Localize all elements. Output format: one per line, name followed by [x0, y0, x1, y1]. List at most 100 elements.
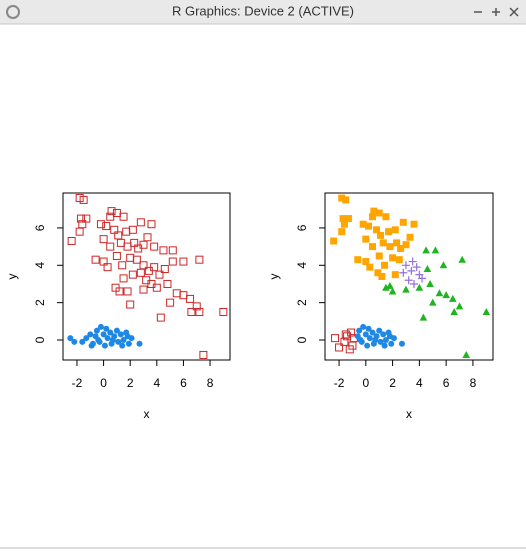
point	[163, 279, 172, 288]
point	[166, 298, 175, 307]
point	[449, 294, 457, 302]
point	[186, 294, 195, 303]
point	[402, 241, 410, 249]
point	[136, 340, 143, 347]
x-tick-label: 8	[207, 376, 214, 390]
point	[128, 225, 137, 234]
point	[385, 228, 393, 236]
point	[132, 255, 141, 264]
point	[179, 257, 188, 266]
x-tick-label: -2	[72, 376, 83, 390]
point	[377, 338, 384, 345]
point	[97, 323, 104, 330]
x-axis-label: x	[406, 407, 412, 421]
point	[408, 257, 417, 266]
point	[116, 238, 125, 247]
x-tick-label: 2	[389, 376, 396, 390]
point	[418, 274, 427, 283]
point	[150, 242, 159, 251]
point	[345, 345, 354, 354]
point	[462, 350, 471, 358]
point	[410, 220, 418, 228]
point	[365, 325, 372, 332]
point	[195, 307, 204, 316]
point	[395, 256, 403, 264]
point	[122, 227, 131, 236]
point	[120, 337, 127, 344]
point	[370, 207, 378, 215]
point	[159, 246, 168, 255]
point	[123, 287, 132, 296]
point	[75, 227, 84, 236]
point	[100, 331, 107, 338]
point	[379, 239, 387, 247]
point	[199, 350, 208, 359]
point	[341, 330, 350, 339]
point	[172, 289, 181, 298]
point	[106, 242, 115, 251]
point	[103, 263, 112, 272]
point	[375, 252, 383, 260]
y-tick-label: 2	[33, 299, 47, 306]
point	[374, 269, 382, 277]
plot-box	[62, 192, 231, 361]
point	[404, 276, 413, 285]
point	[402, 285, 410, 293]
point	[419, 313, 428, 321]
point	[382, 283, 390, 291]
point	[123, 242, 132, 251]
point	[365, 222, 373, 230]
point	[344, 215, 352, 223]
point	[359, 220, 367, 228]
point	[150, 263, 159, 272]
point	[139, 285, 148, 294]
point	[442, 291, 450, 299]
title-bar	[0, 0, 526, 24]
point	[192, 302, 201, 311]
point	[428, 298, 437, 306]
point	[381, 342, 388, 349]
point	[87, 331, 94, 338]
point	[369, 213, 377, 221]
point	[160, 265, 169, 274]
point	[340, 220, 348, 228]
point	[156, 313, 165, 322]
point	[455, 302, 464, 310]
point	[399, 268, 408, 277]
point	[125, 340, 132, 347]
point	[391, 226, 399, 234]
point	[109, 337, 116, 344]
point	[111, 283, 120, 292]
close-button[interactable]	[509, 7, 519, 17]
point	[410, 279, 419, 288]
point	[407, 266, 416, 275]
point	[356, 327, 363, 334]
point	[82, 214, 91, 223]
y-tick-label: 0	[33, 336, 47, 343]
plot-box	[324, 192, 494, 361]
point	[118, 261, 127, 270]
point	[354, 256, 362, 264]
point	[364, 342, 371, 349]
point	[335, 343, 344, 352]
point	[128, 270, 137, 279]
y-tick-label: 4	[33, 262, 47, 269]
point	[93, 327, 100, 334]
point	[393, 239, 401, 247]
maximize-button[interactable]	[492, 8, 500, 16]
point	[119, 212, 128, 221]
y-tick-label: 4	[295, 262, 309, 269]
point	[112, 208, 121, 217]
x-axis-label: x	[144, 407, 150, 421]
point	[76, 214, 85, 223]
point	[380, 331, 387, 338]
x-tick-label: 8	[470, 376, 477, 390]
point	[339, 215, 347, 223]
point	[136, 268, 145, 277]
point	[79, 195, 88, 204]
point	[143, 233, 152, 242]
point	[401, 261, 410, 270]
y-tick-label: 6	[33, 224, 47, 231]
point	[426, 279, 434, 287]
